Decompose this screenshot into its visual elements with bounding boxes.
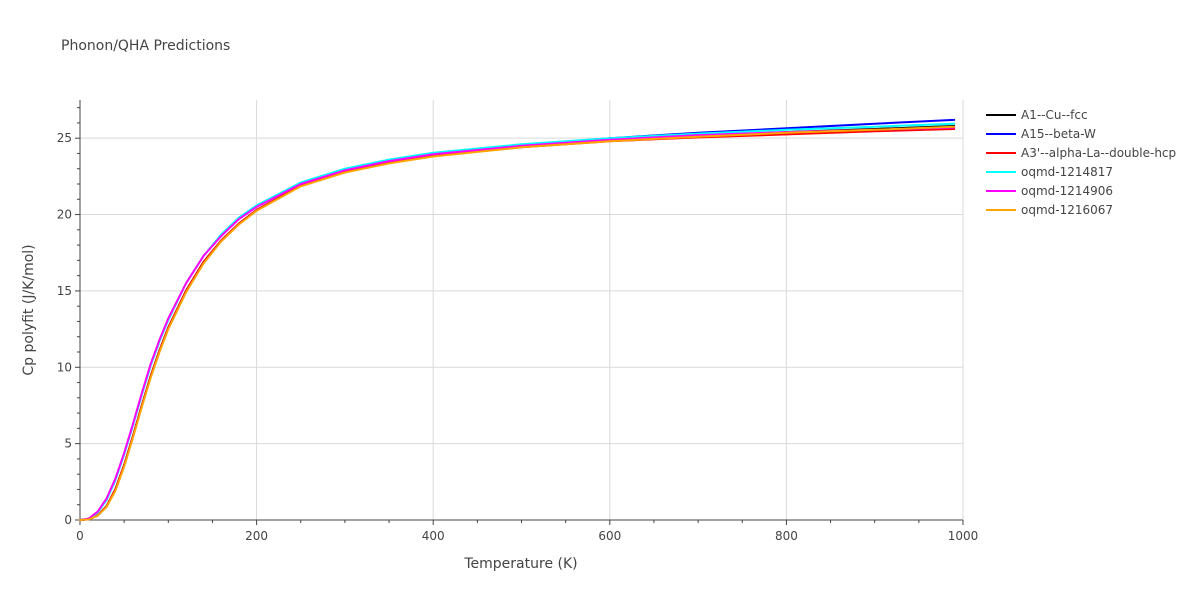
legend-label: oqmd-1214906 xyxy=(1021,184,1113,198)
series-line-6 xyxy=(79,125,956,521)
legend: A1--Cu--fcc A15--beta-W A3'--alpha-La--dou… xyxy=(986,108,1176,217)
y-tick-label: 25 xyxy=(57,131,72,145)
x-tick-label: 200 xyxy=(245,529,268,543)
grid xyxy=(80,100,964,520)
legend-item[interactable]: oqmd-1216067 xyxy=(986,203,1113,217)
y-tick-label: 20 xyxy=(57,208,72,222)
axes xyxy=(75,100,964,525)
y-tick-label: 15 xyxy=(57,284,72,298)
x-tick-label: 800 xyxy=(775,529,798,543)
legend-item[interactable]: oqmd-1214817 xyxy=(986,165,1113,179)
x-tick-label: 0 xyxy=(76,529,84,543)
y-axis-label: Cp polyfit (J/K/mol) xyxy=(21,244,37,375)
x-tick-label: 400 xyxy=(422,529,445,543)
legend-label: oqmd-1216067 xyxy=(1021,203,1113,217)
y-tick-label: 0 xyxy=(64,513,72,527)
chart-title: Phonon/QHA Predictions xyxy=(61,38,230,54)
x-tick-label: 600 xyxy=(598,529,621,543)
tick-labels: 0 200 400 600 800 1000 0 5 10 15 20 25 xyxy=(57,131,979,543)
legend-item[interactable]: A1--Cu--fcc xyxy=(986,108,1088,122)
series-line-5 xyxy=(79,126,956,521)
legend-label: A3'--alpha-La--double-hcp xyxy=(1021,146,1176,160)
legend-label: A15--beta-W xyxy=(1021,127,1096,141)
legend-label: A1--Cu--fcc xyxy=(1021,108,1088,122)
legend-item[interactable]: oqmd-1214906 xyxy=(986,184,1113,198)
series-layer xyxy=(79,118,956,521)
y-tick-label: 10 xyxy=(57,360,72,374)
y-tick-label: 5 xyxy=(64,437,72,451)
x-tick-label: 1000 xyxy=(948,529,979,543)
legend-label: oqmd-1214817 xyxy=(1021,165,1113,179)
legend-item[interactable]: A15--beta-W xyxy=(986,127,1096,141)
legend-item[interactable]: A3'--alpha-La--double-hcp xyxy=(986,146,1176,160)
x-axis-label: Temperature (K) xyxy=(463,556,577,572)
